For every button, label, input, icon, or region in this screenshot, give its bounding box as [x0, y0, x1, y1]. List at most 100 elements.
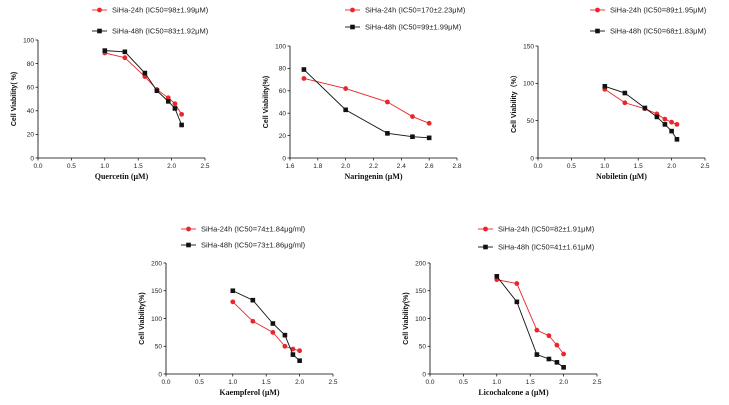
legend-label: SiHa-24h (IC50=74±1.84μg/ml): [201, 225, 306, 234]
data-point-24h: [385, 99, 390, 105]
legend-marker: [97, 7, 102, 13]
x-axis-label: Nobiletin (μM): [596, 172, 647, 181]
legend-label: SiHa-48h (IC50=68±1.83μM): [610, 27, 707, 36]
y-tick-label: 0: [530, 155, 534, 162]
data-point-48h: [642, 105, 648, 111]
legend-label: SiHa-24h (IC50=170±2.23μM): [365, 6, 466, 15]
chart-5: 0.0 0.5 1.0 1.5 2.0 2.5 0 50 100 150 200 Licochalco…: [403, 225, 602, 397]
legend-label: SiHa-24h (IC50=89±1.95μM): [610, 6, 707, 15]
data-point-24h: [165, 95, 171, 101]
data-point-48h: [669, 128, 674, 134]
x-tick-label: 2.5: [328, 379, 337, 386]
data-point-48h: [301, 67, 307, 72]
legend-entry-24h: SiHa-24h (IC50=98±1.99μM): [92, 6, 209, 15]
data-point-48h: [561, 365, 566, 370]
x-tick-label: 0.0: [161, 379, 170, 386]
legend-marker: [186, 242, 191, 248]
series-line-24h: [104, 52, 183, 115]
y-tick-label: 80: [27, 61, 35, 68]
y-tick-label: 100: [23, 37, 34, 44]
data-point-24h: [290, 346, 296, 352]
y-tick-label: 150: [151, 288, 162, 295]
legend-marker: [350, 24, 355, 30]
data-point-24h: [546, 333, 552, 339]
series-line-48h: [496, 276, 564, 368]
data-point-24h: [230, 299, 236, 305]
y-tick-label: 40: [27, 108, 35, 115]
data-point-48h: [622, 90, 628, 96]
data-point-48h: [250, 297, 256, 303]
data-point-48h: [554, 360, 560, 365]
data-point-24h: [270, 329, 276, 335]
y-tick-label: 100: [275, 43, 286, 50]
legend-entry-24h: SiHa-24h (IC50=170±2.23μM): [345, 6, 466, 15]
series-line-24h: [232, 301, 300, 352]
x-tick-label: 1.5: [634, 163, 643, 170]
legend-entry-24h: SiHa-24h (IC50=74±1.84μg/ml): [181, 225, 306, 234]
data-point-48h: [172, 106, 178, 111]
data-point-48h: [534, 352, 540, 357]
data-point-24h: [554, 342, 560, 348]
y-tick-label: 20: [27, 132, 35, 139]
y-axis-label: Cell Viability( %): [11, 72, 18, 126]
data-point-48h: [602, 84, 608, 89]
legend-marker: [483, 226, 488, 232]
x-tick-label: 2.0: [167, 163, 176, 170]
series-line-24h: [496, 279, 564, 355]
x-tick-label: 0.5: [459, 379, 468, 386]
x-axis-label: Naringenin (μM): [344, 172, 402, 181]
legend-marker: [97, 28, 102, 34]
y-tick-label: 150: [523, 43, 534, 50]
y-tick-label: 150: [415, 288, 426, 295]
legend-entry-48h: SiHa-48h (IC50=83±1.92μM): [92, 27, 209, 36]
x-tick-label: 1.0: [600, 163, 609, 170]
legend-marker: [186, 226, 191, 232]
data-point-48h: [297, 358, 302, 363]
data-point-48h: [674, 137, 680, 142]
y-tick-label: 60: [279, 88, 287, 95]
y-tick-label: 0: [422, 371, 426, 378]
x-tick-label: 2.0: [341, 163, 350, 170]
series-line-48h: [232, 290, 300, 362]
x-tick-label: 0.0: [425, 379, 434, 386]
data-point-24h: [410, 114, 415, 119]
y-tick-label: 50: [419, 344, 427, 351]
x-axis-label: Kaempferol (μM): [219, 388, 279, 397]
legend-label: SiHa-48h (IC50=83±1.92μM): [112, 27, 209, 36]
data-point-24h: [297, 348, 302, 354]
data-point-48h: [179, 122, 184, 128]
y-axis-label: Cell Viability（%）: [510, 71, 518, 133]
data-point-24h: [426, 120, 432, 126]
x-tick-label: 2.2: [369, 163, 378, 170]
data-point-24h: [662, 116, 668, 122]
data-point-48h: [270, 321, 276, 326]
x-tick-label: 2.5: [592, 379, 601, 386]
x-axis-label: Licochalcone a (μM): [478, 388, 549, 397]
y-axis-label: Cell Viability(%): [263, 76, 270, 128]
x-tick-label: 2.0: [667, 163, 676, 170]
chart-4: 0.0 0.5 1.0 1.5 2.0 2.5 0 50 100 150 200 Kaempferol…: [139, 225, 338, 397]
x-tick-label: 2.5: [200, 163, 209, 170]
x-tick-label: 2.0: [559, 379, 568, 386]
data-point-24h: [561, 351, 566, 357]
y-tick-label: 50: [527, 118, 535, 125]
data-point-24h: [343, 86, 349, 91]
y-tick-label: 20: [279, 133, 287, 140]
data-point-24h: [282, 343, 288, 349]
data-point-48h: [290, 352, 296, 357]
y-tick-label: 0: [158, 371, 162, 378]
data-point-48h: [102, 48, 108, 53]
data-point-48h: [514, 299, 520, 305]
data-point-48h: [494, 274, 500, 279]
x-tick-label: 2.6: [425, 163, 434, 170]
data-point-48h: [230, 288, 236, 294]
legend-entry-48h: SiHa-48h (IC50=99±1.99μM): [345, 23, 462, 32]
x-tick-label: 1.6: [285, 163, 294, 170]
data-point-24h: [514, 281, 520, 286]
legend-marker: [483, 244, 488, 250]
x-tick-label: 1.5: [134, 163, 143, 170]
data-point-24h: [669, 119, 674, 125]
data-point-48h: [546, 356, 552, 362]
data-point-48h: [142, 70, 148, 76]
x-tick-label: 0.0: [533, 163, 542, 170]
